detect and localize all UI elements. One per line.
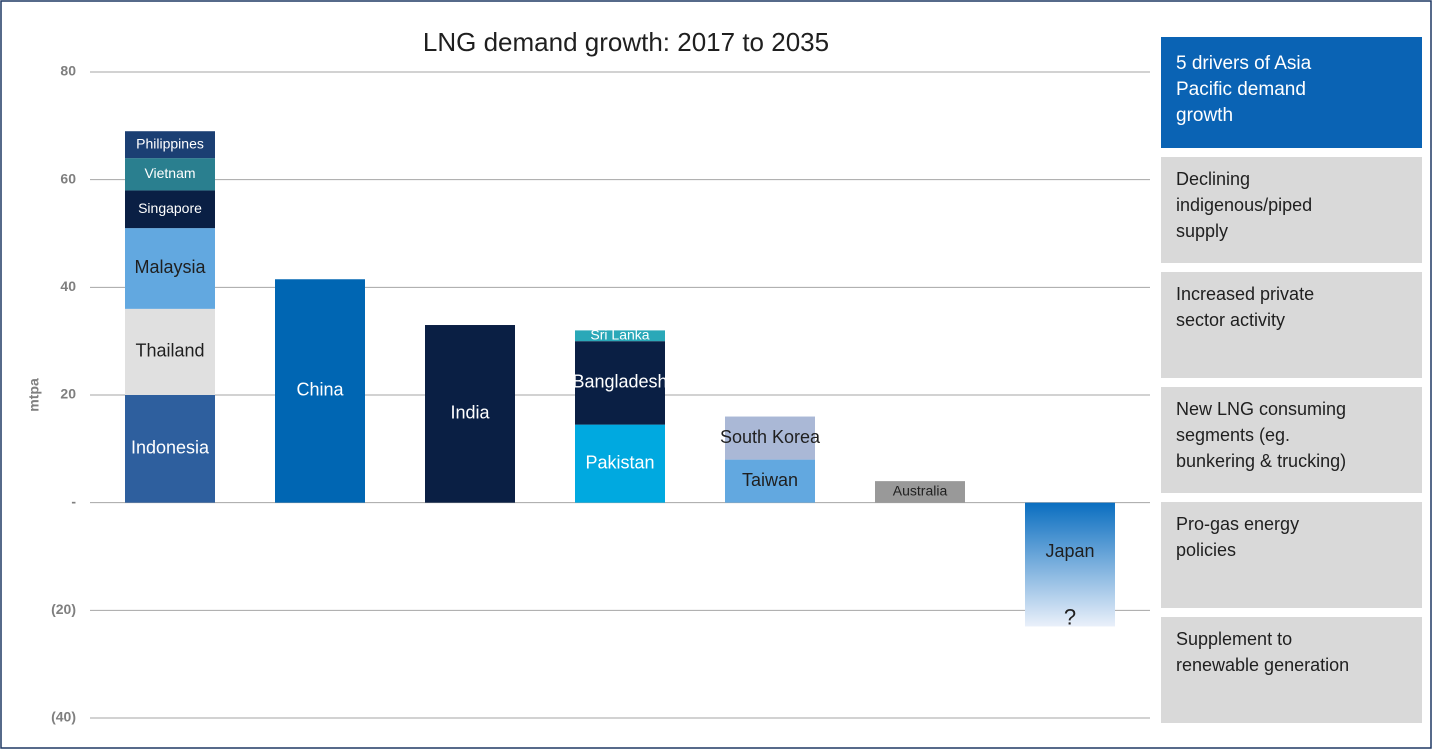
bar-segment xyxy=(575,341,665,425)
bar-segment xyxy=(575,330,665,342)
segment-label: Vietnam xyxy=(144,165,195,181)
bar-segment xyxy=(125,131,215,159)
panel-title: 5 drivers of Asia Pacific demand growth xyxy=(1176,53,1312,126)
y-tick-label: - xyxy=(71,493,76,509)
y-axis-label: mtpa xyxy=(26,378,42,412)
y-tick-label: (20) xyxy=(51,601,76,617)
bar-segment xyxy=(725,416,815,460)
segment-label: Philippines xyxy=(136,135,204,151)
y-tick-label: 40 xyxy=(60,278,76,294)
segment-label: China xyxy=(296,380,344,400)
bar-segment xyxy=(125,158,215,191)
bar-segment xyxy=(425,325,515,503)
panel-item xyxy=(1161,502,1422,608)
segment-label: Thailand xyxy=(135,341,204,361)
panel-item xyxy=(1161,617,1422,723)
y-tick-label: 80 xyxy=(60,63,76,79)
segment-label: India xyxy=(450,403,490,423)
panel: 5 drivers of Asia Pacific demand growth Dec… xyxy=(1161,37,1422,723)
segment-label: South Korea xyxy=(720,427,821,447)
y-tick-label: 60 xyxy=(60,170,76,186)
segment-label: Sri Lanka xyxy=(590,326,649,342)
annotation: ? xyxy=(1064,604,1076,629)
y-tick-label: 20 xyxy=(60,386,76,402)
panel-item-text: New LNG consuming segments (eg. bunkering … xyxy=(1176,399,1346,471)
bar-segment xyxy=(575,424,665,503)
segment-label: Bangladesh xyxy=(572,372,667,392)
panel-item xyxy=(1161,387,1422,493)
panel-item-text: Increased private sector activity xyxy=(1176,284,1314,330)
bar-segment xyxy=(275,279,365,503)
bar-segment xyxy=(125,190,215,229)
segment-label: Australia xyxy=(893,483,948,499)
segment-label: Singapore xyxy=(138,200,202,216)
bar-segment xyxy=(125,228,215,309)
chart-title: LNG demand growth: 2017 to 2035 xyxy=(423,27,829,57)
segment-label: Malaysia xyxy=(134,257,206,277)
panel-item-text: Declining indigenous/piped supply xyxy=(1176,169,1312,241)
bar-segment xyxy=(875,481,965,503)
segment-label: Pakistan xyxy=(585,452,654,472)
segment-label: Japan xyxy=(1045,541,1094,561)
panel-header xyxy=(1161,37,1422,148)
segment-label: Taiwan xyxy=(742,470,798,490)
bar-segment xyxy=(725,459,815,503)
panel-item xyxy=(1161,157,1422,263)
panel-item-text: Supplement to renewable generation xyxy=(1176,629,1349,675)
panel-item xyxy=(1161,272,1422,378)
segment-label: Indonesia xyxy=(131,438,210,458)
y-tick-label: (40) xyxy=(51,709,76,725)
bar-segment xyxy=(125,308,215,395)
bar-segment xyxy=(1025,502,1115,627)
bar-segment xyxy=(125,395,215,503)
plot: (40) (20) - 20 40 60 80 Indonesia Thailand Malays… xyxy=(51,63,1150,725)
panel-item-text: Pro-gas energy policies xyxy=(1176,514,1299,560)
